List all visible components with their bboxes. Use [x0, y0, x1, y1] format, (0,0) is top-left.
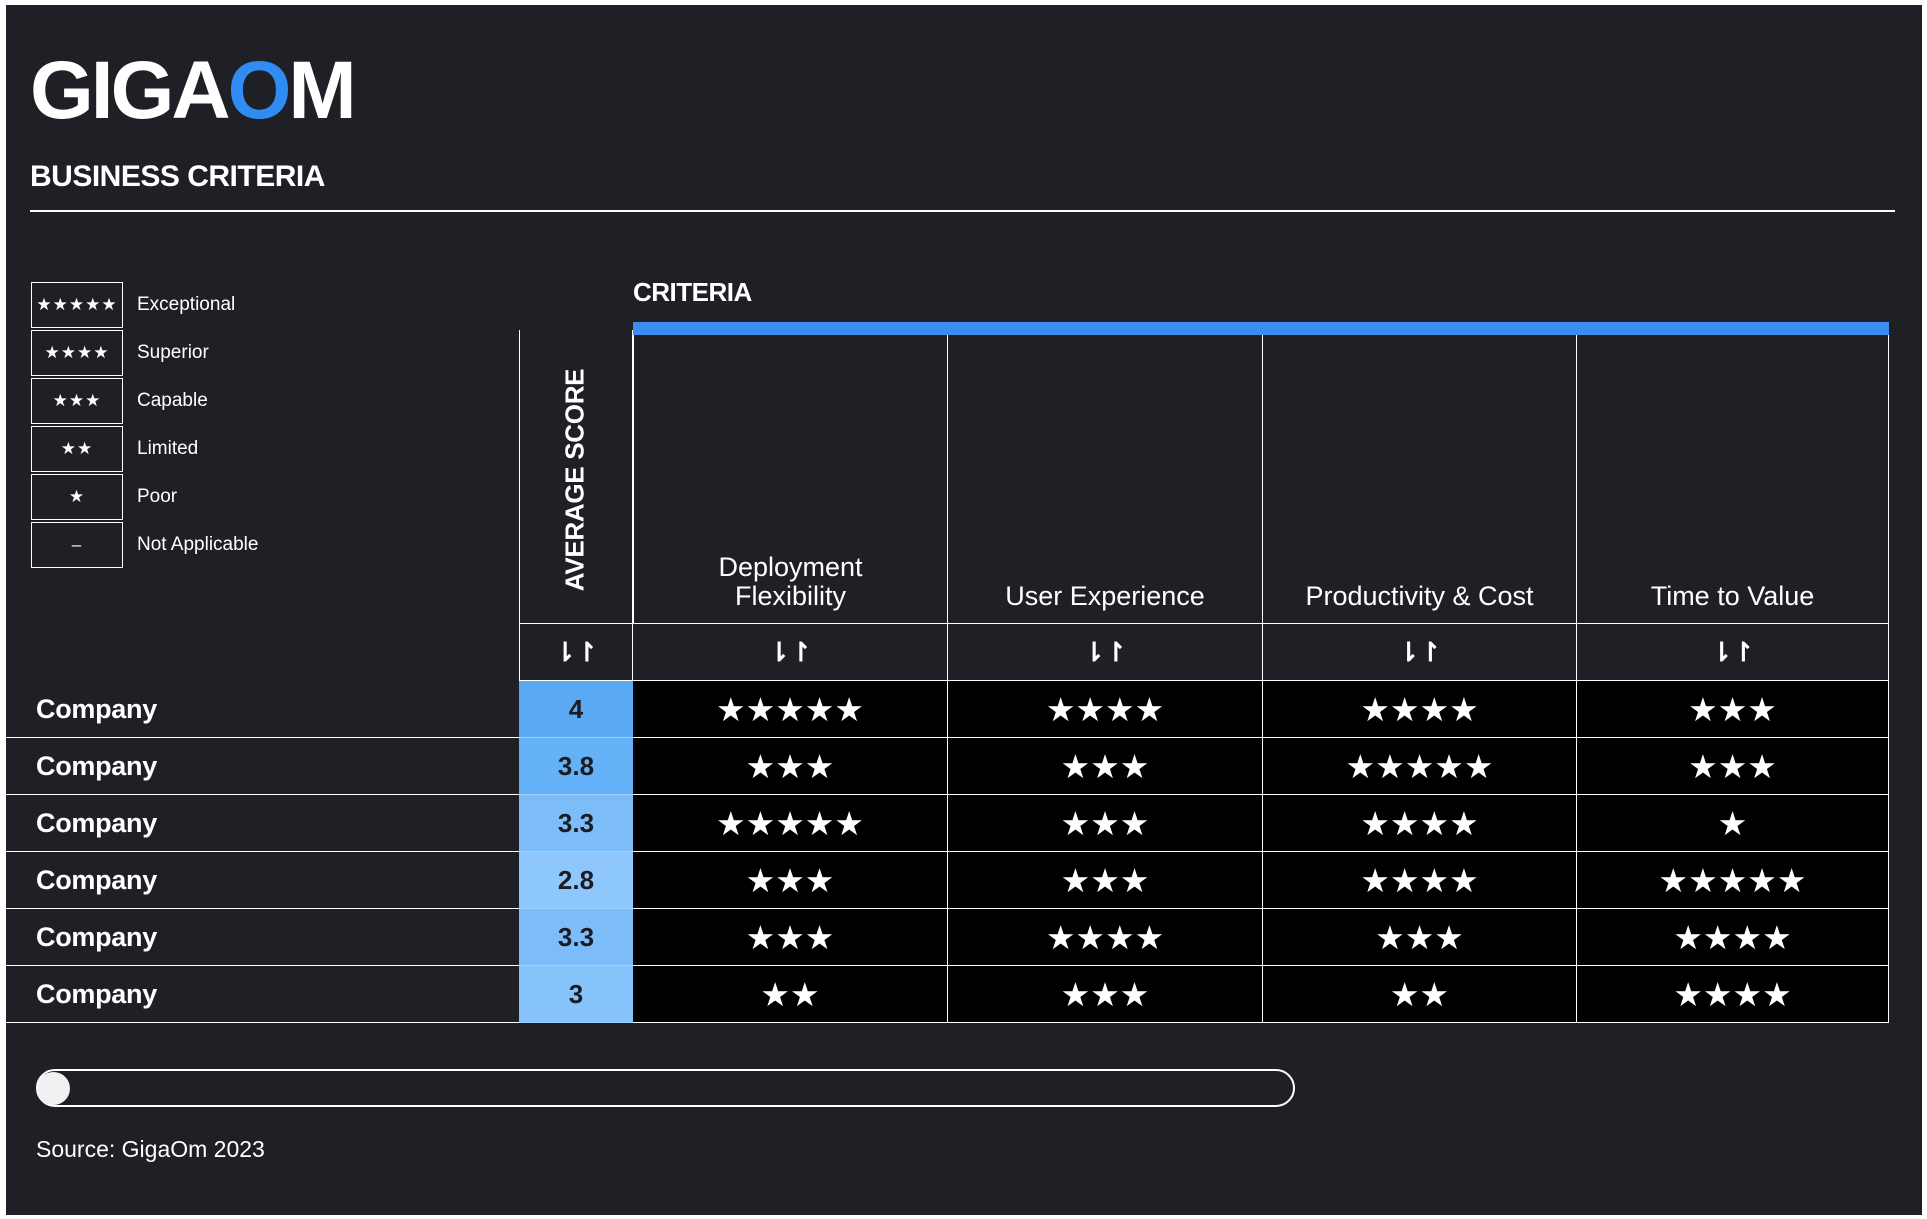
- sort-average-score-button[interactable]: ⇂↾: [519, 623, 633, 681]
- rating-cell: ★★★: [948, 852, 1263, 909]
- legend-label: Superior: [137, 342, 209, 363]
- table-row: Company 3.3 ★★★ ★★★★ ★★★ ★★★★: [6, 909, 1890, 966]
- legend-stars: ★★★: [31, 377, 123, 424]
- legend-stars: –: [31, 521, 123, 568]
- average-score-cell: 3.3: [519, 909, 633, 966]
- slider-thumb[interactable]: [37, 1072, 70, 1105]
- column-header-3: Time to Value: [1577, 335, 1889, 623]
- company-name: Company: [6, 681, 519, 738]
- legend-item: ★★★★★ Exceptional: [31, 281, 258, 329]
- rating-cell: ★★★: [633, 852, 948, 909]
- criteria-title: CRITERIA: [633, 277, 752, 307]
- company-name: Company: [6, 909, 519, 966]
- legend-item: ★★★ Capable: [31, 377, 258, 425]
- company-name: Company: [6, 795, 519, 852]
- average-score-label: AVERAGE SCORE: [559, 368, 590, 592]
- section-title: BUSINESS CRITERIA: [30, 160, 325, 193]
- rating-cell: ★: [1577, 795, 1889, 852]
- rating-cell: ★★★★: [1263, 795, 1577, 852]
- rating-cell: ★★★: [948, 738, 1263, 795]
- rating-cell: ★★★★★: [1577, 852, 1889, 909]
- table-row: Company 3.8 ★★★ ★★★ ★★★★★ ★★★: [6, 738, 1890, 795]
- gigaom-logo: GIGAOM: [30, 45, 357, 136]
- rating-cell: ★★★: [633, 909, 948, 966]
- criteria-accent-bar: [633, 322, 1889, 335]
- average-score-cell: 4: [519, 681, 633, 738]
- average-score-cell: 3.3: [519, 795, 633, 852]
- sort-column-button-0[interactable]: ⇂↾: [633, 623, 948, 681]
- legend-item: ★ Poor: [31, 473, 258, 521]
- column-header-label: User Experience: [1005, 581, 1205, 611]
- company-name: Company: [6, 852, 519, 909]
- legend-stars: ★: [31, 473, 123, 520]
- legend-stars: ★★★★★: [31, 282, 123, 328]
- table-row: Company 3 ★★ ★★★ ★★ ★★★★: [6, 966, 1890, 1023]
- rating-cell: ★★★: [633, 738, 948, 795]
- rating-cell: ★★★★: [1263, 852, 1577, 909]
- rating-cell: ★★: [1263, 966, 1577, 1023]
- horizontal-scroll-slider[interactable]: [36, 1069, 1295, 1107]
- rating-cell: ★★★: [1263, 909, 1577, 966]
- table-row: Company 3.3 ★★★★★ ★★★ ★★★★ ★: [6, 795, 1890, 852]
- column-header-label: Time to Value: [1650, 581, 1815, 611]
- sort-column-button-3[interactable]: ⇂↾: [1577, 623, 1889, 681]
- legend-label: Capable: [137, 390, 208, 411]
- table-row: Company 4 ★★★★★ ★★★★ ★★★★ ★★★: [6, 681, 1890, 738]
- rating-cell: ★★: [633, 966, 948, 1023]
- rating-cell: ★★★★: [948, 681, 1263, 738]
- rating-cell: ★★★: [1577, 681, 1889, 738]
- column-header-2: Productivity & Cost: [1263, 335, 1577, 623]
- legend-label: Poor: [137, 486, 178, 507]
- rating-cell: ★★★: [948, 966, 1263, 1023]
- rating-cell: ★★★: [948, 795, 1263, 852]
- average-score-cell: 2.8: [519, 852, 633, 909]
- column-header-1: User Experience: [948, 335, 1263, 623]
- average-score-cell: 3: [519, 966, 633, 1023]
- legend-label: Not Applicable: [137, 534, 259, 555]
- column-header-label: Productivity & Cost: [1305, 581, 1534, 611]
- rating-cell: ★★★★: [1263, 681, 1577, 738]
- rating-cell: ★★★★: [948, 909, 1263, 966]
- legend-stars: ★★: [31, 425, 123, 472]
- legend-stars: ★★★★: [31, 329, 123, 376]
- legend-item: ★★ Limited: [31, 425, 258, 473]
- rating-cell: ★★★★★: [633, 681, 948, 738]
- legend-item: ★★★★ Superior: [31, 329, 258, 377]
- table-row: Company 2.8 ★★★ ★★★ ★★★★ ★★★★★: [6, 852, 1890, 909]
- rating-cell: ★★★: [1577, 738, 1889, 795]
- title-divider: [30, 210, 1895, 212]
- source-note: Source: GigaOm 2023: [36, 1136, 265, 1162]
- rating-cell: ★★★★: [1577, 909, 1889, 966]
- rating-cell: ★★★★★: [633, 795, 948, 852]
- rating-cell: ★★★★★: [1263, 738, 1577, 795]
- column-header-0: Deployment Flexibility: [633, 335, 948, 623]
- legend-label: Limited: [137, 438, 199, 459]
- column-header-label: Deployment Flexibility: [718, 552, 863, 611]
- company-name: Company: [6, 738, 519, 795]
- legend-label: Exceptional: [137, 294, 236, 315]
- rating-cell: ★★★★: [1577, 966, 1889, 1023]
- company-name: Company: [6, 966, 519, 1023]
- rating-legend: ★★★★★ Exceptional ★★★★ Superior ★★★ Capable ★★…: [31, 281, 258, 569]
- sort-column-button-1[interactable]: ⇂↾: [948, 623, 1263, 681]
- average-score-cell: 3.8: [519, 738, 633, 795]
- legend-item: – Not Applicable: [31, 521, 258, 569]
- average-score-header: [519, 330, 633, 623]
- sort-column-button-2[interactable]: ⇂↾: [1263, 623, 1577, 681]
